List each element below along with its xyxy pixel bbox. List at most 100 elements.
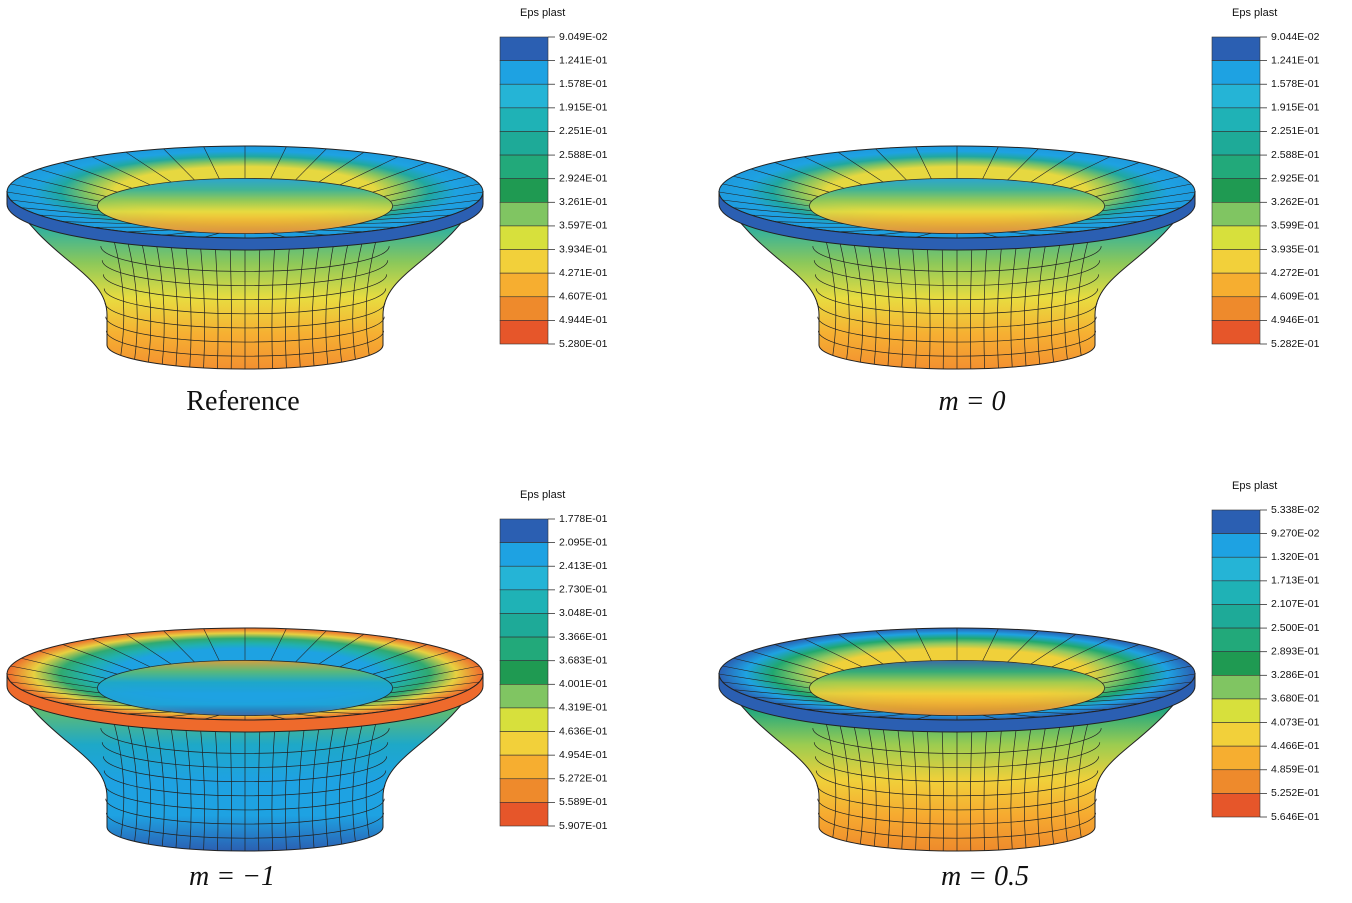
mesh-line [163,713,195,718]
mesh-line [91,638,151,668]
mesh-line [818,812,1096,839]
mesh-line [1070,221,1140,225]
mesh-line [295,148,327,181]
mesh-line [383,175,469,197]
mesh-line [270,232,287,238]
mesh-line [1077,716,1091,838]
mesh-line [352,721,364,842]
legend-swatch [499,249,549,274]
bowl [6,145,484,370]
mesh-line [1070,703,1140,707]
legend-label: 4.001E-01 [559,678,608,690]
mesh-line [270,146,287,179]
mesh-line [837,711,884,715]
legend-label: 4.954E-01 [559,749,608,761]
legend-label: 4.271E-01 [559,267,608,279]
mesh-line [1051,156,1111,186]
mesh-line [338,724,349,845]
legend-label: 1.578E-01 [559,78,608,90]
mesh-line [103,770,387,797]
legend-label: 3.048E-01 [559,607,608,619]
mesh-line [733,207,819,216]
mesh-line [1007,148,1039,181]
mesh-line [318,229,365,233]
mesh-line [38,168,118,193]
mesh-line [1077,234,1091,356]
mesh-line [1102,681,1192,694]
mesh-line [390,665,480,684]
mesh-line [1102,199,1192,212]
mesh-line [853,242,864,363]
mesh-line [1064,239,1076,360]
mesh-line [722,199,812,212]
legend-label: 3.597E-01 [559,220,608,232]
mesh-line [10,665,100,684]
legend-label: 2.500E-01 [1271,622,1320,634]
mesh-line [1050,242,1061,363]
mesh-line [812,246,1102,272]
mesh-line [106,812,384,839]
legend-swatch [499,36,549,61]
mesh-line [339,638,399,668]
mesh-line [1084,650,1164,675]
mesh-line [875,148,907,181]
mesh-line [365,234,379,356]
mesh-line [774,703,844,707]
mesh-line [141,724,152,845]
mesh-line [1102,183,1192,202]
mesh-line [392,191,484,207]
mesh-line [982,628,999,661]
panel: Eps plast 1.778E-01 2.095E-01 2.413E-01 2.73… [6,489,608,892]
mesh-line [1007,713,1039,718]
legend-swatch [1211,675,1261,700]
legend-swatch [1211,154,1261,179]
legend-label: 1.241E-01 [1271,54,1320,66]
mesh-line [102,756,388,783]
legend-swatch [1211,249,1261,274]
legend-swatch [1211,107,1261,132]
mesh-line [365,716,379,838]
mesh-line [803,156,863,186]
legend-swatch [1211,131,1261,156]
legend-label: 9.044E-02 [1271,31,1320,43]
legend-swatch [1211,793,1261,818]
mesh-line [62,221,132,225]
mesh-line [1030,633,1077,665]
mesh-line [722,681,812,694]
legend-label: 3.286E-01 [1271,669,1320,681]
legend-swatch [1211,225,1261,250]
mesh-line [813,260,1101,286]
mesh-line [818,330,1096,357]
mesh-line [718,673,810,689]
legend: Eps plast 9.044E-02 1.241E-01 1.578E-01 1.91… [1211,7,1320,350]
mesh-line [101,742,389,768]
mesh-line [125,633,172,665]
mesh-line [21,657,107,679]
bowl [6,627,484,852]
legend-label: 1.320E-01 [1271,551,1320,563]
legend-label: 2.251E-01 [559,125,608,137]
mesh-line [722,183,812,202]
mesh-line [814,274,1100,301]
mesh-line [104,784,386,811]
legend-swatch [499,802,549,827]
legend-label: 4.272E-01 [1271,267,1320,279]
mesh-line [392,673,484,689]
legend-label: 5.589E-01 [559,796,608,808]
mesh-line [390,199,480,212]
mesh-line [318,633,365,665]
mesh-line [103,288,387,315]
legend-label: 2.924E-01 [559,172,608,184]
mesh-line [21,689,107,698]
legend-swatch [1211,60,1261,85]
mesh-line [111,234,125,356]
mesh-line [750,168,830,193]
mesh-line [1064,721,1076,842]
legend-swatch [499,83,549,109]
mesh-line [817,798,1097,825]
mesh-line [318,711,365,715]
mesh-line [318,151,365,183]
bowl-opening [809,177,1105,234]
mesh-line [875,231,907,236]
